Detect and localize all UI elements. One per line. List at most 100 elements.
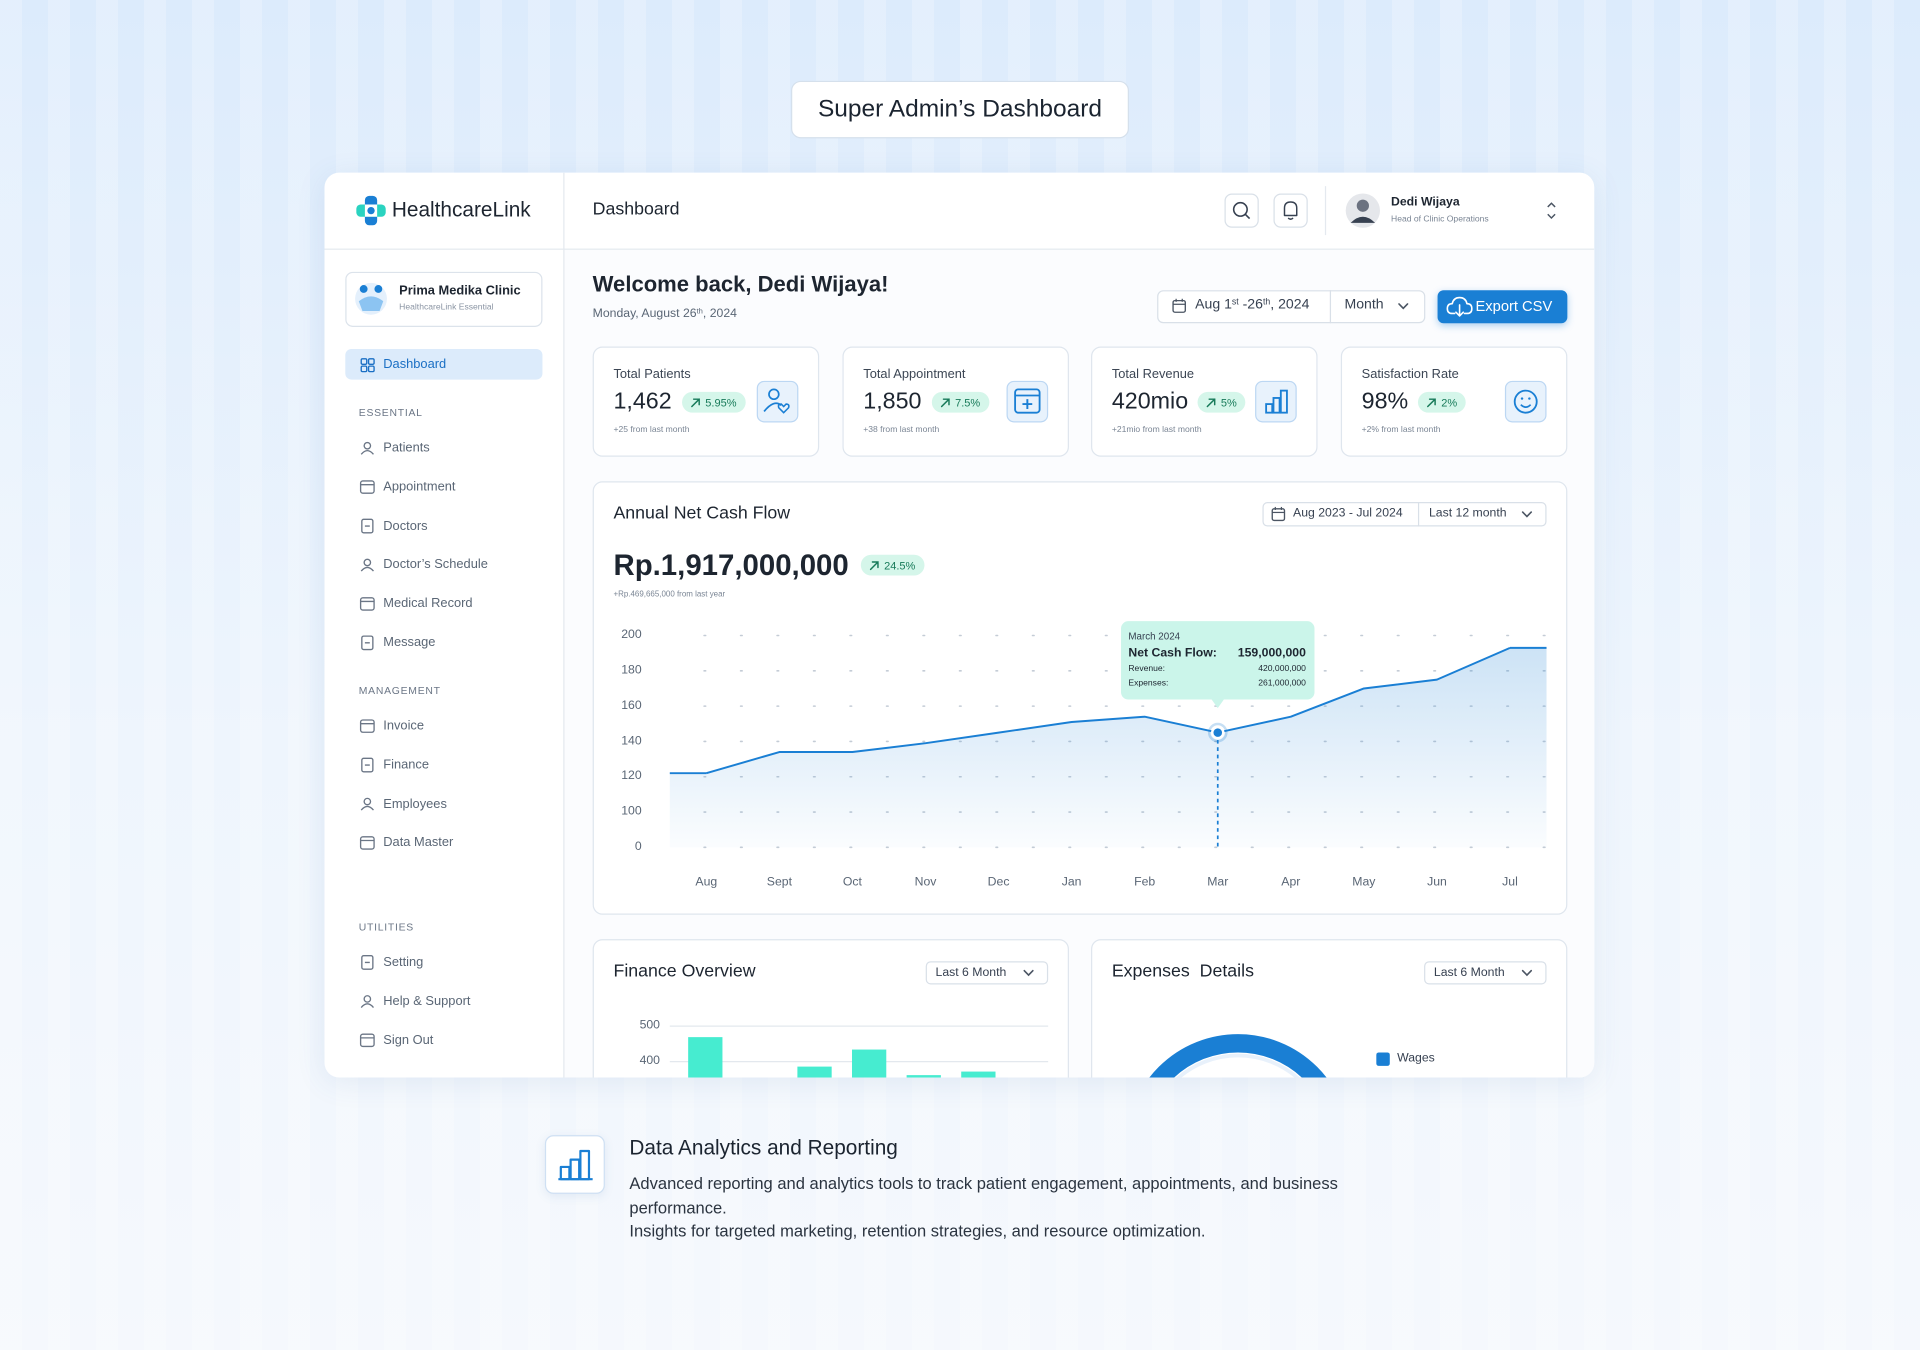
title-pill: Super Admin’s Dashboard (791, 80, 1129, 139)
nav-item-label: Doctor’s Schedule (383, 557, 488, 572)
change-value: 24.5% (884, 558, 916, 572)
header-divider (324, 248, 1595, 250)
nav-icon (360, 566, 374, 572)
nav-icon (359, 719, 375, 733)
stat-note: +25 from last month (613, 425, 690, 435)
feature-paragraph: Advanced reporting and analytics tools t… (629, 1174, 1338, 1217)
x-tick-label: Mar (1207, 875, 1229, 889)
brand-name: HealthcareLink (391, 198, 531, 222)
change-badge: 2% (1417, 391, 1466, 413)
element (579, 1149, 591, 1181)
sidebar-divider (563, 172, 565, 1078)
chart-title: Finance Overview (613, 961, 756, 982)
stat-icon-box (1504, 380, 1547, 423)
period-text: Last 12 month (1428, 506, 1507, 521)
logo-shape (364, 204, 378, 217)
y-tick-label: 400 (639, 1054, 660, 1068)
period-select-text: Month (1344, 297, 1384, 313)
chart-note: +Rp.469,665,000 from last year (613, 590, 726, 599)
expand-icon (1547, 202, 1556, 219)
y-tick-label: 200 (621, 628, 642, 642)
x-tick-label: May (1352, 875, 1376, 889)
page-heading: Super Admin’s Dashboard (817, 95, 1103, 123)
x-tick-label: Apr (1281, 875, 1301, 889)
nav-item-label: Data Master (383, 835, 454, 850)
arrow-up-right-icon (869, 560, 879, 570)
text-part: , 2024 (1270, 297, 1310, 313)
nav-item-label: Appointment (383, 479, 456, 495)
nav-item-label: Patients (383, 440, 430, 456)
chart-card (592, 939, 1069, 1078)
element (569, 1158, 581, 1181)
stat-note: +21mio from last month (1111, 425, 1202, 435)
stat-label: Total Revenue (1111, 366, 1195, 382)
nav-item-label: Medical Record (383, 596, 473, 611)
chart-title: Annual Net Cash Flow (613, 503, 791, 524)
arrow-shape (1427, 397, 1436, 407)
user-avatar (1350, 216, 1376, 223)
notification-button[interactable] (1273, 193, 1308, 228)
range-text: Aug 2023 - Jul 2024 (1293, 506, 1403, 521)
stat-value: 420mio (1111, 388, 1189, 415)
period-select[interactable] (1424, 961, 1547, 985)
stat-value: 1,462 (613, 388, 672, 415)
stat-icon-box (1255, 380, 1297, 423)
element (559, 1165, 571, 1181)
search-button[interactable] (1224, 193, 1259, 228)
text-part: th (696, 307, 703, 316)
y-tick-label: 0 (634, 840, 642, 854)
page-title: Dashboard (592, 199, 680, 220)
change-value: 5.95% (705, 396, 737, 409)
current-date: Monday, August 26th, 2024 (593, 307, 737, 322)
range-divider (1417, 502, 1420, 527)
nav-item-label: Help & Support (383, 993, 471, 1009)
nav-icon (363, 441, 372, 450)
nav-item-label: Message (383, 635, 436, 650)
arrow-shape (940, 397, 950, 407)
range-picker[interactable] (1262, 502, 1547, 527)
x-tick-label: Jun (1427, 875, 1447, 889)
stat-icon-box (756, 380, 799, 423)
y-tick-label: 180 (621, 663, 642, 677)
element (558, 1149, 593, 1181)
x-tick-label: Oct (842, 875, 862, 889)
arrow-up-right-icon (1206, 397, 1216, 407)
nav-icon (363, 558, 372, 567)
logo-shape (367, 206, 375, 215)
text-part: , 2024 (702, 307, 737, 321)
clinic-plan: HealthcareLink Essential (399, 303, 494, 313)
dashboard-canvas: HealthcareLink Prima Medika Clinic Healthc… (324, 172, 1595, 1078)
tooltip-value: 159,000,000 (1237, 646, 1306, 661)
text-part: Monday, August 26 (592, 307, 697, 321)
x-tick-label: Dec (987, 875, 1010, 889)
change-badge: 24.5% (860, 554, 924, 576)
tooltip-value: 420,000,000 (1258, 665, 1306, 674)
chart-total: Rp.1,917,000,000 (613, 549, 849, 583)
y-tick-label: 500 (639, 1018, 660, 1033)
date-range-picker[interactable] (1157, 290, 1426, 324)
change-badge: 7.5% (931, 391, 989, 413)
topbar-divider (1324, 186, 1327, 236)
clinic-switcher (345, 271, 543, 327)
nav-icon (361, 518, 374, 534)
arrow-up-right-icon (940, 397, 950, 407)
nav-icon (359, 480, 375, 494)
dashboard-window: HealthcareLink Prima Medika Clinic Healthc… (324, 172, 1595, 1078)
x-tick-label: Nov (914, 875, 937, 889)
tooltip-label: Revenue: (1128, 665, 1166, 674)
nav-icon (361, 757, 374, 773)
period-text: Last 6 Month (1433, 965, 1505, 979)
y-tick-label: 140 (621, 734, 642, 748)
nav-item-active (345, 348, 543, 380)
user-name: Dedi Wijaya (1391, 195, 1460, 210)
stat-note: +38 from last month (863, 425, 940, 435)
period-text: Last 6 Month (935, 965, 1007, 979)
clinic-name: Prima Medika Clinic (399, 283, 521, 299)
nav-icon (360, 805, 374, 811)
arrow-up-right-icon (1427, 397, 1436, 407)
y-tick-label: 100 (621, 804, 642, 819)
chart-card (592, 481, 1568, 915)
period-select[interactable] (925, 961, 1049, 985)
feature-paragraph: Insights for targeted marketing, retenti… (629, 1222, 1206, 1241)
